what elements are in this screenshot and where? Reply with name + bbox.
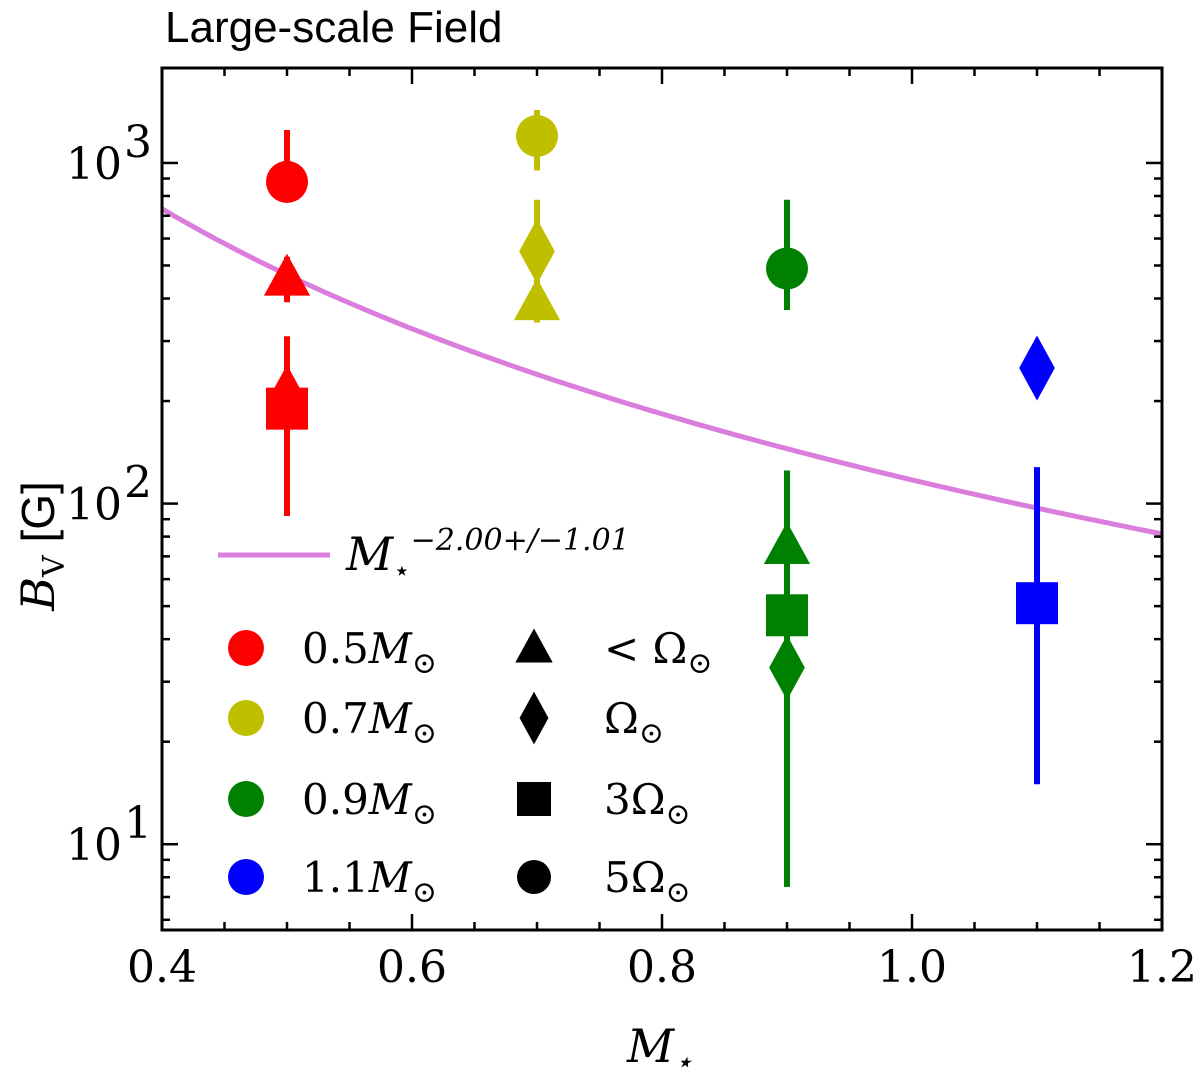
data-point-diamond: [769, 635, 805, 701]
legend-mass-label: 1.1M⊙: [302, 853, 437, 910]
fit-layer: [160, 206, 1163, 537]
y-tick-exponent: 2: [124, 458, 152, 509]
legend-rotation-marker: [517, 860, 551, 894]
data-point-circle: [516, 114, 558, 157]
chart-title: Large-scale Field: [165, 3, 503, 52]
legend-rotation-marker: [515, 628, 553, 663]
legend-mass-marker: [228, 781, 264, 817]
legend-rotation-label: < Ω⊙: [604, 624, 713, 681]
legend-mass-marker: [228, 859, 264, 895]
x-tick-label: 1.0: [877, 942, 947, 993]
data-point-circle: [766, 247, 808, 290]
legend-mass-label: 0.5M⊙: [302, 624, 437, 681]
legend-rotation-label: 5Ω⊙: [604, 853, 691, 910]
x-tick-label: 0.6: [377, 942, 447, 993]
legend-fit-label: M⋆−2.00+/−1.01: [345, 523, 630, 587]
legend-mass-label: 0.7M⊙: [302, 694, 437, 751]
y-tick-label: 10: [66, 480, 122, 531]
legend-mass-marker: [228, 700, 264, 736]
data-point-triangle: [763, 521, 811, 564]
x-tick-label: 1.2: [1127, 942, 1197, 993]
legend-rotation-marker: [517, 782, 551, 816]
data-point-triangle: [513, 278, 561, 321]
data-point-diamond: [1019, 335, 1055, 401]
y-axis-label: BV [G]: [11, 481, 72, 612]
legend-rotation-label: 3Ω⊙: [604, 775, 691, 832]
legend-mass-label: 0.9M⊙: [302, 775, 437, 832]
y-tick-exponent: 3: [124, 117, 152, 168]
x-tick-label: 0.8: [627, 942, 697, 993]
x-axis-label: M⋆: [626, 1019, 693, 1078]
data-point-diamond: [519, 218, 555, 284]
fit-curve: [160, 206, 1163, 537]
data-point-triangle: [263, 253, 311, 296]
legend: M⋆−2.00+/−1.01 0.5M⊙ 0.7M⊙ 0.9M⊙ 1.1M⊙ < Ω⊙ Ω⊙…: [218, 523, 713, 910]
y-tick-exponent: 1: [124, 798, 152, 849]
y-tick-label: 10: [66, 139, 122, 190]
axes: [160, 66, 1164, 932]
legend-mass-marker: [228, 630, 264, 666]
svg-text:BV [G]: BV [G]: [11, 481, 72, 612]
x-tick-label: 0.4: [127, 942, 197, 993]
data-point-square: [766, 594, 808, 637]
legend-rotation-marker: [519, 691, 549, 745]
data-point-circle: [266, 160, 308, 203]
data-layer: [263, 110, 1058, 887]
data-point-square: [1016, 582, 1058, 625]
data-point-square: [266, 387, 308, 430]
legend-rotation-label: Ω⊙: [604, 694, 664, 751]
y-tick-label: 10: [66, 820, 122, 871]
